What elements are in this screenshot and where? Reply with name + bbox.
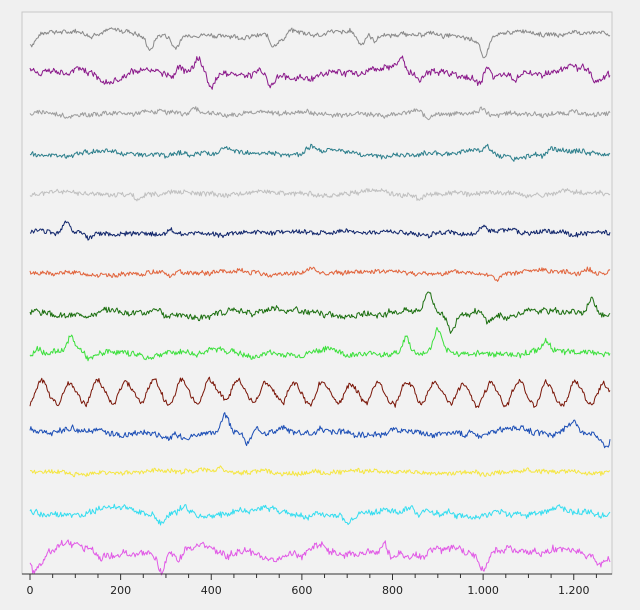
series-line-9 [29,327,611,362]
x-tick-label: 1.200 [558,584,590,597]
x-tick-label: 200 [110,584,131,597]
series-line-4 [29,143,611,162]
series-line-8 [29,291,611,334]
series-line-6 [29,220,611,241]
series-line-1 [29,27,611,59]
x-tick-label: 1.000 [467,584,499,597]
series-line-7 [29,266,611,282]
x-tick-label: 400 [201,584,222,597]
x-tick-label: 600 [291,584,312,597]
x-tick-label: 0 [27,584,34,597]
series-line-2 [29,55,611,90]
series-line-11 [29,412,611,449]
series-line-12 [30,465,611,478]
series-line-5 [29,188,611,202]
series-line-13 [29,503,611,526]
x-tick-label: 800 [382,584,403,597]
plot-area [21,11,613,575]
series-line-10 [29,376,611,408]
series-line-14 [29,539,611,576]
x-axis-ticks: 0 200 400 600 800 1.000 1.200 [27,574,597,597]
series-line-3 [29,106,611,121]
series-layer [29,27,611,576]
